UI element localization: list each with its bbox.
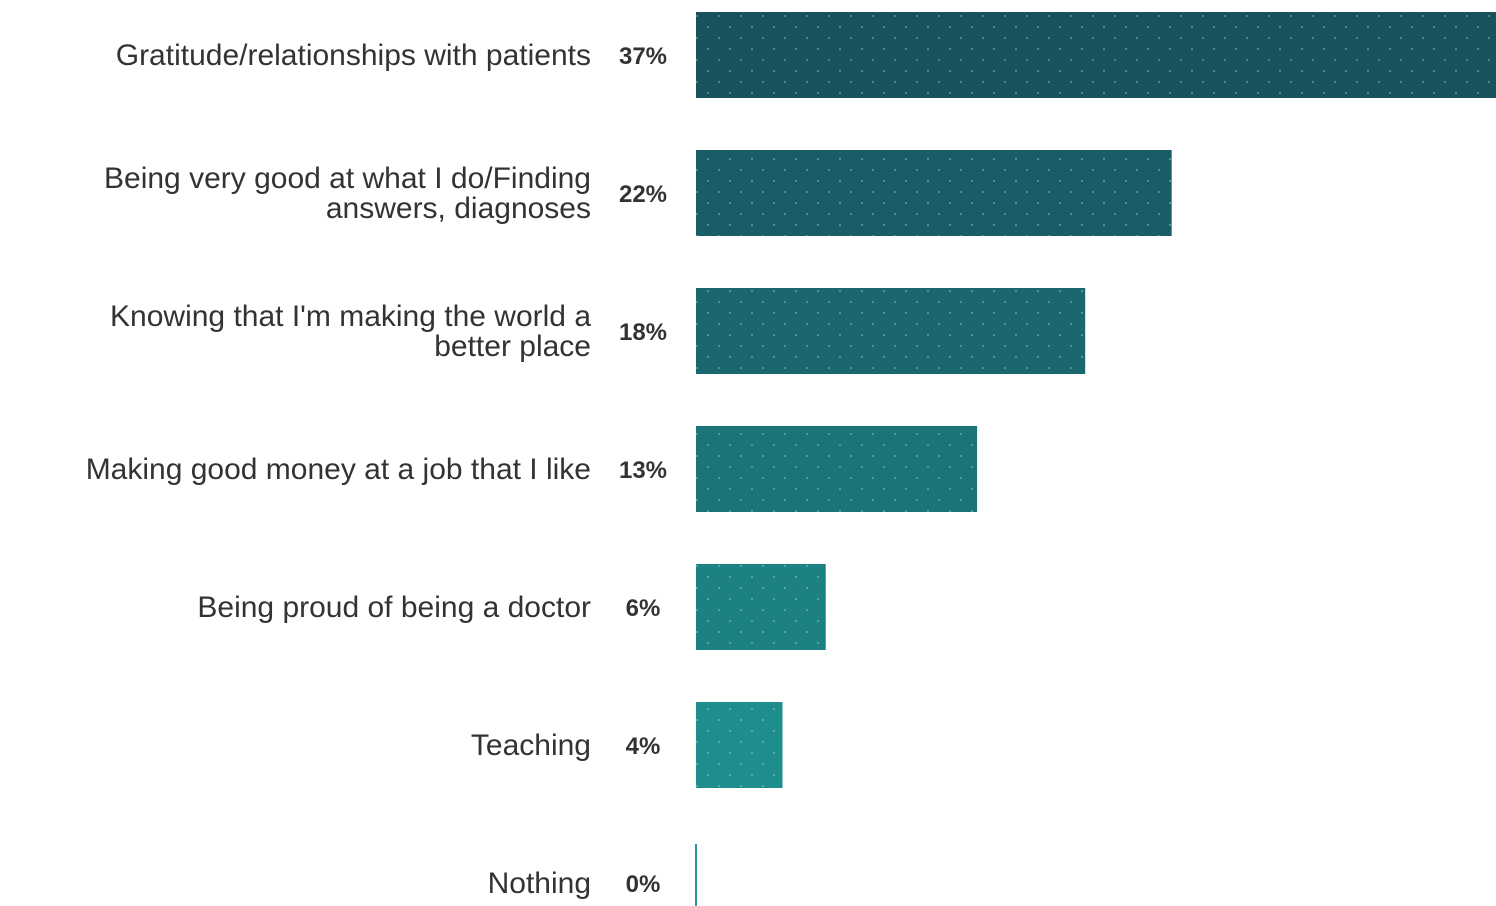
value-label-6: 0%	[626, 871, 661, 898]
value-label-5: 4%	[626, 733, 661, 760]
value-label-3: 13%	[619, 457, 667, 484]
value-label-2: 18%	[619, 319, 667, 346]
category-label-0: Gratitude/relationships with patients	[116, 39, 591, 72]
value-label-1: 22%	[619, 181, 667, 208]
bar-texture-5	[696, 702, 783, 788]
category-label-2-line-1: better place	[434, 330, 591, 363]
bar-texture-3	[696, 426, 978, 512]
labels-group: Gratitude/relationships with patients 37%…	[86, 39, 667, 900]
category-label-1-line-1: answers, diagnoses	[326, 192, 591, 225]
category-label-3: Making good money at a job that I like	[86, 453, 591, 486]
bar-texture-0	[696, 12, 1496, 98]
bars-group	[695, 12, 1496, 906]
bar-texture-1	[696, 150, 1172, 236]
category-label-5: Teaching	[471, 729, 591, 762]
category-label-1-line-0: Being very good at what I do/Finding	[104, 162, 591, 195]
value-label-0: 37%	[619, 43, 667, 70]
category-label-2-line-0: Knowing that I'm making the world a	[110, 300, 591, 333]
value-label-4: 6%	[626, 595, 661, 622]
bar-texture-2	[696, 288, 1086, 374]
category-label-4: Being proud of being a doctor	[197, 591, 591, 624]
bar-texture-4	[696, 564, 826, 650]
category-label-6: Nothing	[488, 867, 591, 900]
